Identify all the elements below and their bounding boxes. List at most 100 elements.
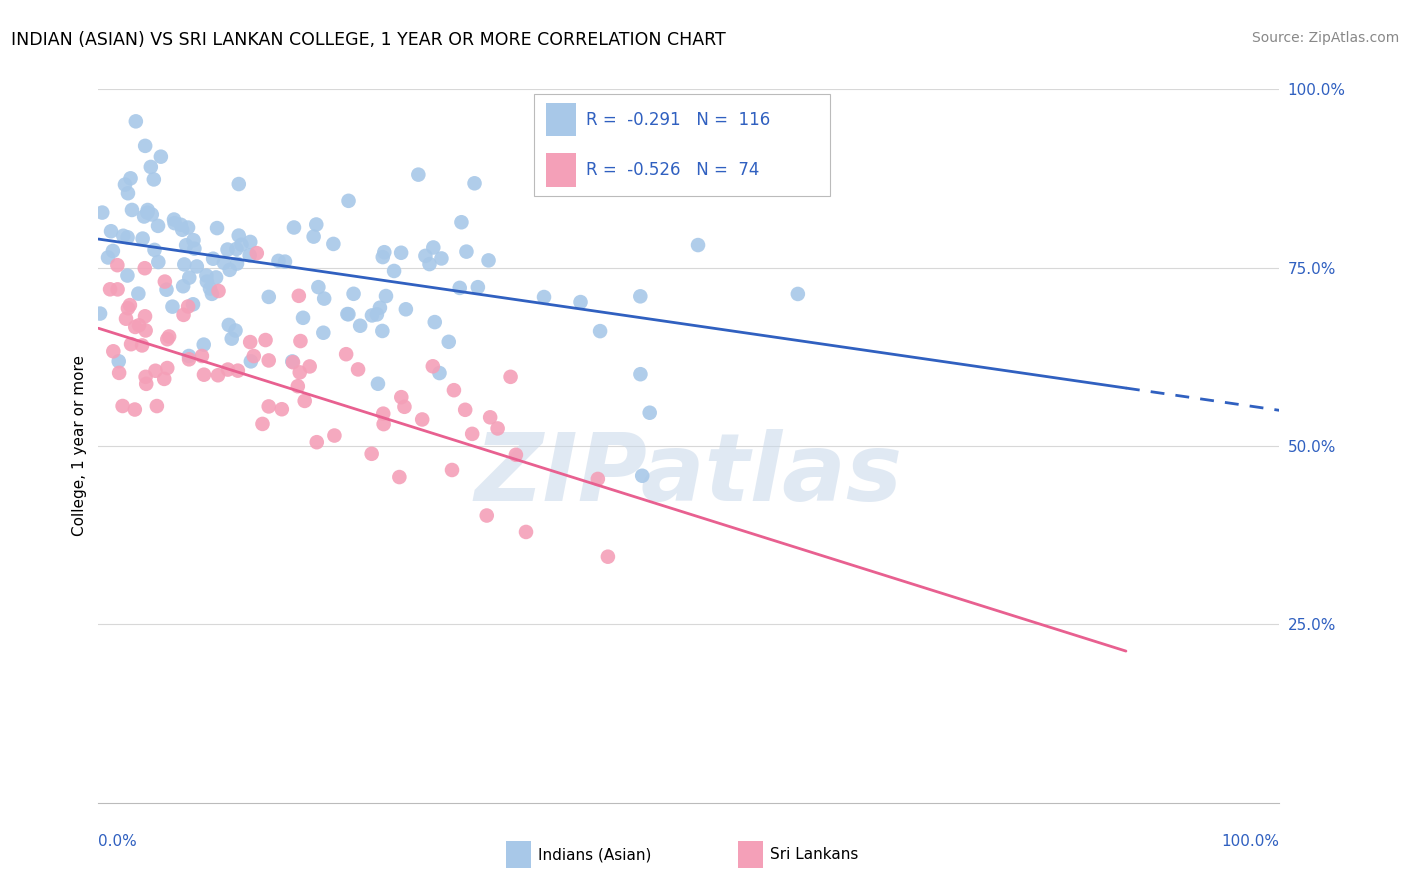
- Point: [107, 282, 129, 296]
- Point: [336, 307, 359, 321]
- Point: [288, 365, 311, 379]
- Point: [628, 368, 651, 382]
- Point: [186, 260, 208, 274]
- Point: [149, 150, 172, 164]
- Point: [97, 251, 120, 265]
- Point: [305, 435, 328, 450]
- Point: [134, 139, 156, 153]
- Point: [456, 244, 478, 259]
- Text: R =  -0.526   N =  74: R = -0.526 N = 74: [586, 161, 759, 179]
- Point: [217, 362, 239, 376]
- Point: [114, 178, 136, 192]
- Point: [191, 349, 214, 363]
- Point: [226, 364, 249, 378]
- Point: [117, 301, 139, 316]
- Point: [128, 318, 150, 333]
- Point: [117, 186, 139, 201]
- Point: [288, 289, 311, 303]
- Point: [371, 250, 394, 264]
- Point: [373, 245, 395, 260]
- Point: [366, 307, 388, 321]
- Point: [349, 318, 371, 333]
- Point: [479, 410, 502, 425]
- Point: [105, 258, 128, 272]
- Point: [314, 292, 336, 306]
- Point: [533, 290, 555, 304]
- Point: [228, 228, 250, 243]
- Point: [108, 366, 131, 380]
- Point: [226, 256, 249, 270]
- Point: [440, 463, 463, 477]
- Point: [101, 244, 124, 258]
- Point: [443, 383, 465, 397]
- Point: [257, 353, 280, 368]
- Point: [139, 160, 162, 174]
- Point: [307, 280, 329, 294]
- Point: [157, 329, 180, 343]
- Point: [371, 324, 394, 338]
- Point: [302, 229, 325, 244]
- Point: [335, 347, 357, 361]
- Point: [347, 362, 370, 376]
- Point: [382, 264, 405, 278]
- Point: [134, 310, 156, 324]
- Point: [118, 298, 141, 312]
- Point: [367, 376, 389, 391]
- Point: [225, 242, 247, 256]
- Point: [183, 242, 205, 256]
- Point: [430, 252, 453, 266]
- Point: [217, 243, 239, 257]
- Point: [135, 323, 157, 337]
- Point: [205, 270, 228, 285]
- Point: [135, 369, 157, 384]
- Point: [162, 300, 184, 314]
- Point: [454, 402, 477, 417]
- Point: [135, 376, 157, 391]
- Point: [179, 270, 201, 285]
- Point: [281, 354, 304, 368]
- Point: [141, 207, 163, 221]
- Point: [360, 447, 382, 461]
- Point: [322, 236, 344, 251]
- Point: [628, 289, 651, 303]
- Point: [569, 295, 592, 310]
- Point: [257, 290, 280, 304]
- Point: [267, 253, 290, 268]
- Text: 100.0%: 100.0%: [1222, 834, 1279, 849]
- Text: Source: ZipAtlas.com: Source: ZipAtlas.com: [1251, 31, 1399, 45]
- Point: [107, 354, 129, 368]
- Point: [136, 205, 159, 219]
- Point: [252, 417, 274, 431]
- Point: [270, 402, 292, 417]
- Point: [257, 400, 280, 414]
- Point: [389, 390, 412, 404]
- Point: [429, 366, 451, 380]
- Point: [156, 361, 179, 376]
- Point: [201, 286, 224, 301]
- Point: [298, 359, 321, 374]
- Point: [127, 286, 149, 301]
- Point: [631, 468, 654, 483]
- Point: [515, 524, 537, 539]
- Point: [183, 233, 205, 247]
- Point: [596, 549, 619, 564]
- Point: [373, 407, 395, 421]
- Point: [156, 332, 179, 346]
- Point: [212, 256, 235, 270]
- Point: [193, 337, 215, 351]
- Point: [120, 337, 142, 351]
- Point: [177, 352, 200, 367]
- Point: [170, 218, 193, 232]
- Point: [389, 245, 412, 260]
- Point: [290, 334, 312, 348]
- Point: [388, 470, 411, 484]
- Point: [373, 417, 395, 431]
- Point: [112, 228, 135, 243]
- Point: [254, 333, 277, 347]
- Point: [224, 324, 246, 338]
- Point: [294, 393, 316, 408]
- Point: [91, 205, 114, 219]
- Point: [239, 335, 262, 350]
- Point: [449, 281, 471, 295]
- Point: [111, 399, 134, 413]
